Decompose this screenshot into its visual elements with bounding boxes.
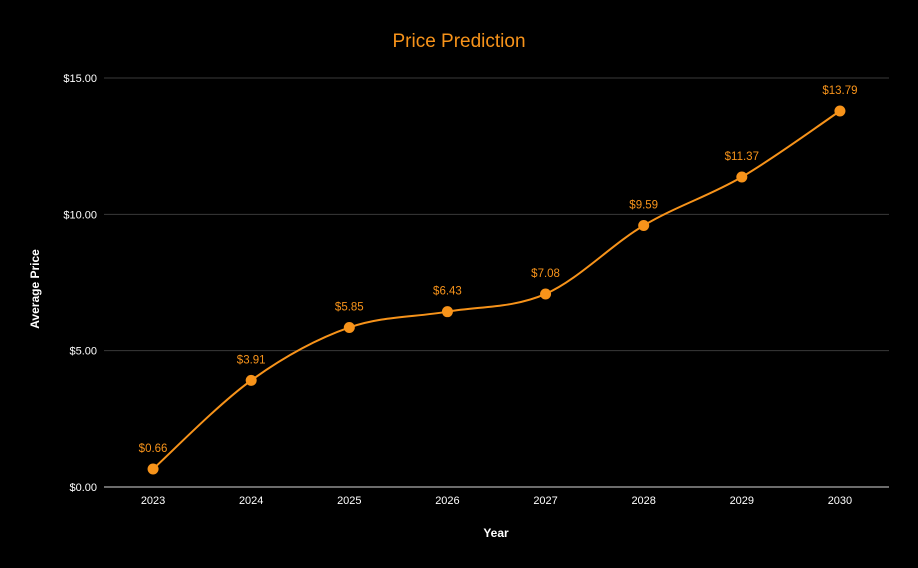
x-axis-ticks: 2023 2024 2025 2026 2027 2028 2029 2030 bbox=[141, 495, 852, 507]
data-point bbox=[147, 463, 159, 475]
data-label: $0.66 bbox=[139, 443, 168, 455]
x-tick-label: 2029 bbox=[730, 495, 754, 507]
data-point bbox=[441, 306, 453, 318]
x-tick-label: 2028 bbox=[631, 495, 655, 507]
y-tick-label: $5.00 bbox=[69, 346, 97, 358]
x-tick-label: 2026 bbox=[435, 495, 459, 507]
y-tick-label: $10.00 bbox=[63, 209, 97, 221]
series-line bbox=[152, 110, 841, 470]
x-tick-label: 2024 bbox=[239, 495, 263, 507]
data-label: $11.37 bbox=[725, 151, 759, 163]
data-label: $13.79 bbox=[822, 85, 857, 97]
data-label: $5.85 bbox=[335, 301, 364, 313]
series-line-group bbox=[152, 110, 841, 470]
x-tick-label: 2023 bbox=[141, 495, 165, 507]
y-tick-label: $15.00 bbox=[63, 73, 97, 85]
data-label: $9.59 bbox=[629, 200, 658, 212]
x-tick-label: 2030 bbox=[828, 495, 852, 507]
data-label: $7.08 bbox=[531, 268, 560, 280]
data-point bbox=[834, 105, 846, 117]
data-point bbox=[638, 220, 650, 232]
data-labels: $0.66 $3.91 $5.85 $6.43 $7.08 $9.59 $11.37 $13.… bbox=[139, 85, 858, 455]
y-tick-label: $0.00 bbox=[69, 482, 97, 494]
y-axis-title: Average Price bbox=[28, 249, 42, 329]
data-points bbox=[147, 105, 846, 475]
x-axis-title: Year bbox=[483, 526, 509, 540]
data-point bbox=[736, 171, 748, 183]
data-point bbox=[540, 288, 552, 300]
gridlines bbox=[104, 77, 889, 488]
x-tick-label: 2027 bbox=[533, 495, 557, 507]
data-point bbox=[343, 321, 355, 333]
data-label: $6.43 bbox=[433, 286, 462, 298]
data-point bbox=[245, 374, 257, 386]
y-axis-ticks: $0.00 $5.00 $10.00 $15.00 bbox=[63, 73, 97, 494]
chart-title: Price Prediction bbox=[392, 31, 525, 52]
x-tick-label: 2025 bbox=[337, 495, 361, 507]
data-label: $3.91 bbox=[237, 354, 266, 366]
